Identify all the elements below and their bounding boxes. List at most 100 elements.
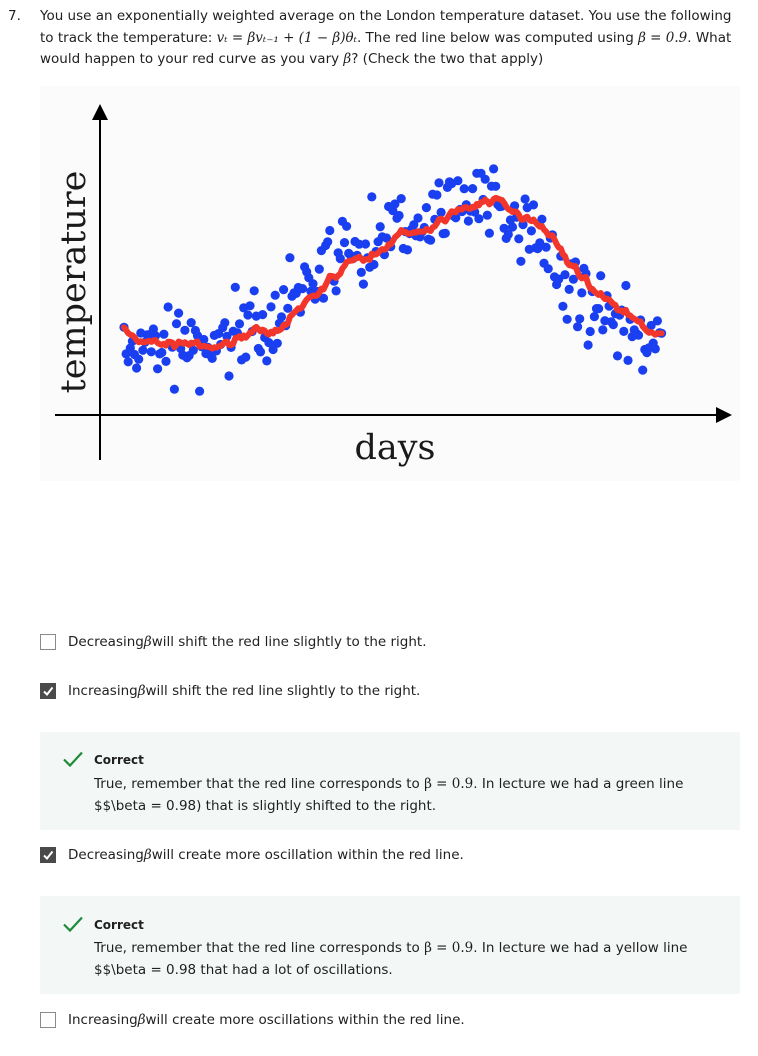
option-1-pre: Decreasing [68,634,144,650]
temperature-point [474,214,484,224]
temperature-point [528,200,539,210]
temperature-point [266,302,276,312]
x-axis-arrow-icon [716,407,732,423]
temperature-point [314,264,324,274]
feedback-1-title: Correct [94,753,144,767]
feedback-2-line1-pre: True, remember that the red line corresp… [94,940,425,956]
temperature-point [360,239,371,249]
feedback-2-line1-post: . In lecture we had a yellow line [473,940,688,956]
temperature-point [255,347,266,357]
temperature-point [245,301,255,311]
x-axis-label: days [354,428,436,468]
checkbox-checked[interactable] [40,683,56,699]
temperature-point [409,220,419,230]
question-text-part4: ? (Check the two that apply) [351,51,544,67]
temperature-point [562,314,572,324]
temperature-point [342,221,352,231]
temperature-point [220,318,230,328]
option-2[interactable]: Increasing β will shift the red line sli… [40,683,420,699]
temperature-point [171,319,182,329]
temperature-point [432,190,442,200]
temperature-point [285,253,295,263]
temperature-point [589,312,600,322]
checkbox-unchecked[interactable] [40,1012,56,1028]
temperature-point [526,226,536,236]
option-2-pre: Increasing [68,683,138,699]
temperature-point [507,222,518,232]
temperature-point [272,338,282,348]
feedback-1-line2: $$\beta = 0.98) that is slightly shifted… [94,797,437,814]
temperature-point [491,181,501,191]
temperature-point [195,386,205,396]
question-formula: vₜ = βvₜ₋₁ + (1 − β)θₜ [216,29,357,46]
temperature-point [138,345,148,355]
temperature-point [222,331,232,341]
temperature-point [440,228,450,238]
temperature-point [451,213,461,223]
temperature-point [575,314,585,324]
feedback-panel-2: Correct True, remember that the red line… [40,896,740,994]
temperature-point [375,222,385,232]
option-1[interactable]: Decreasing β will shift the red line sli… [40,634,427,650]
temperature-point [482,210,492,220]
ewa-red-line [121,194,665,352]
temperature-point [394,210,404,221]
option-4[interactable]: Increasing β will create more oscillatio… [40,1012,465,1028]
temperature-point [543,264,553,274]
temperature-point [169,384,179,394]
temperature-point [279,285,289,295]
temperature-point [426,235,436,245]
temperature-point [276,312,287,322]
feedback-2-text: True, remember that the red line corresp… [94,938,714,981]
temperature-point [325,225,335,236]
temperature-point [413,213,423,223]
temperature-point [146,347,156,357]
temperature-point [264,338,274,348]
temperature-point [339,238,350,248]
temperature-point [503,229,513,239]
temperature-point [646,320,656,331]
temperature-point [583,340,593,350]
temperature-point [436,207,446,217]
temperature-point [159,329,169,339]
question-text-part1: You use an exponentially weighted averag… [40,8,732,46]
temperature-point [596,271,606,281]
temperature-point [249,286,259,296]
option-1-beta: β [143,634,152,650]
option-3[interactable]: Decreasing β will create more oscillatio… [40,847,464,863]
option-3-pre: Decreasing [68,847,144,863]
temperature-point [381,233,392,243]
temperature-point [558,301,568,311]
temperature-point [230,282,240,292]
temperature-point [608,320,618,330]
temperature-point [224,371,234,381]
checkbox-unchecked[interactable] [40,634,56,650]
feedback-1-line1-pre: True, remember that the red line corresp… [94,776,425,792]
temperature-point [234,319,245,329]
question-beta: β [343,51,352,67]
feedback-1-line1-post: . In lecture we had a green line [473,776,684,792]
temperature-point [199,334,209,345]
feedback-2-math: β = 0.9 [424,940,474,956]
option-4-post: will create more oscillations within the… [145,1012,465,1028]
feedback-2-title: Correct [94,918,144,932]
temperature-point [480,174,490,184]
y-axis-arrow-icon [92,104,108,120]
feedback-2-line2: $$\beta = 0.98 that had a lot of oscilla… [94,961,393,978]
option-3-post: will create more oscillation within the … [151,847,464,863]
temperature-point [174,308,184,318]
temperature-point [594,304,604,314]
temperature-point [514,234,524,244]
temperature-point [619,326,629,336]
temperature-point [157,347,167,358]
temperature-point [270,290,280,300]
temperature-point [564,284,574,294]
feedback-1-math: β = 0.9 [424,776,474,792]
question-text-part2: . The red line below was computed using [356,29,639,46]
temperature-point [434,178,444,188]
temperature-point [161,356,171,366]
checkbox-checked[interactable] [40,847,56,863]
correct-check-icon [63,916,83,933]
temperature-point [623,355,633,365]
feedback-1-text: True, remember that the red line corresp… [94,774,714,817]
